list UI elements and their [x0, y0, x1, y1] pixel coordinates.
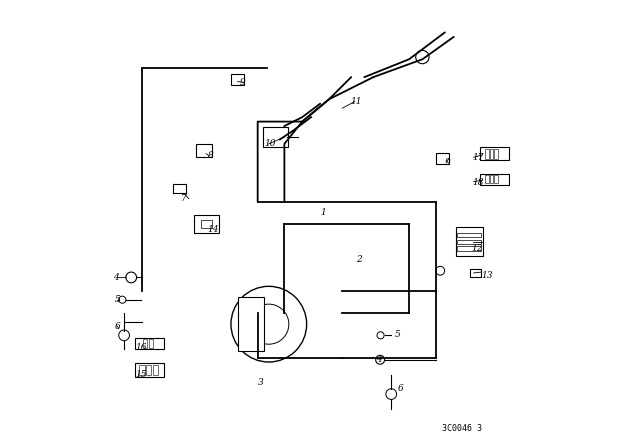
Text: 3: 3 — [258, 378, 264, 387]
Text: 10: 10 — [264, 139, 276, 148]
Text: 14: 14 — [208, 225, 220, 234]
Text: 5: 5 — [115, 295, 120, 304]
FancyBboxPatch shape — [196, 144, 212, 157]
Text: 1: 1 — [320, 208, 326, 217]
Text: 15: 15 — [135, 370, 147, 379]
FancyBboxPatch shape — [457, 240, 481, 244]
FancyBboxPatch shape — [149, 339, 153, 348]
Text: 16: 16 — [135, 343, 147, 352]
Text: 7: 7 — [181, 194, 187, 203]
FancyBboxPatch shape — [490, 176, 493, 184]
Text: 4: 4 — [376, 355, 381, 364]
Text: 4: 4 — [113, 273, 119, 282]
FancyBboxPatch shape — [457, 246, 481, 251]
FancyBboxPatch shape — [494, 149, 498, 159]
FancyBboxPatch shape — [485, 149, 489, 159]
FancyBboxPatch shape — [456, 227, 483, 256]
FancyBboxPatch shape — [136, 363, 164, 377]
FancyBboxPatch shape — [490, 149, 493, 159]
Text: 8: 8 — [208, 151, 214, 160]
FancyBboxPatch shape — [152, 365, 158, 375]
FancyBboxPatch shape — [485, 176, 489, 184]
FancyBboxPatch shape — [237, 297, 264, 351]
FancyBboxPatch shape — [263, 127, 288, 147]
Text: 6: 6 — [398, 384, 404, 393]
Text: 9: 9 — [240, 78, 246, 87]
Text: 17: 17 — [472, 153, 484, 162]
Text: 2: 2 — [356, 255, 362, 264]
FancyBboxPatch shape — [201, 220, 212, 228]
Text: 18: 18 — [472, 178, 484, 187]
FancyBboxPatch shape — [436, 152, 449, 164]
Text: 6: 6 — [115, 322, 120, 331]
FancyBboxPatch shape — [480, 147, 509, 160]
FancyBboxPatch shape — [480, 174, 509, 185]
Text: 11: 11 — [350, 97, 362, 106]
Text: 5: 5 — [395, 330, 401, 339]
FancyBboxPatch shape — [494, 176, 498, 184]
Text: 9: 9 — [445, 158, 451, 167]
FancyBboxPatch shape — [231, 74, 244, 85]
Text: 13: 13 — [481, 271, 493, 280]
FancyBboxPatch shape — [143, 339, 147, 348]
FancyBboxPatch shape — [136, 338, 164, 349]
FancyBboxPatch shape — [146, 365, 151, 375]
FancyBboxPatch shape — [194, 215, 219, 233]
Text: 12: 12 — [472, 244, 483, 253]
FancyBboxPatch shape — [457, 233, 481, 237]
Text: 3C0046 3: 3C0046 3 — [442, 424, 483, 433]
FancyBboxPatch shape — [140, 365, 145, 375]
FancyBboxPatch shape — [470, 268, 481, 277]
